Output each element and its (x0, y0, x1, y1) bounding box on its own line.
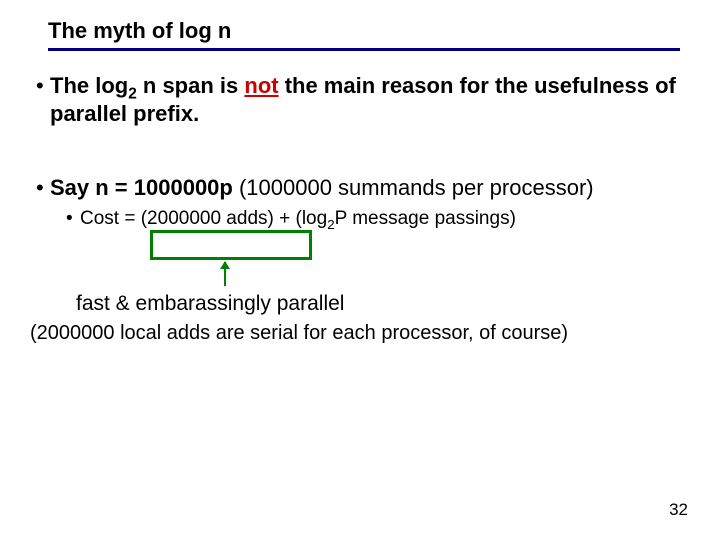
sb-mid: + (log (274, 208, 327, 229)
sb-boxed: (2000000 adds) (141, 208, 274, 229)
bullet-dot-icon: • (36, 174, 50, 202)
content-area: • The log2 n span is not the main reason… (36, 72, 692, 232)
bullet-dot-icon: • (66, 206, 80, 232)
b1-not: not (244, 73, 278, 98)
highlight-box (150, 230, 312, 260)
bullet-1-text: The log2 n span is not the main reason f… (50, 72, 692, 128)
bullet-1: • The log2 n span is not the main reason… (36, 72, 692, 128)
bullet-2-text: Say n = 1000000p (1000000 summands per p… (50, 174, 594, 202)
b1-pre: The log (50, 73, 128, 98)
b1-sub: 2 (128, 85, 137, 102)
slide: The myth of log n • The log2 n span is n… (0, 0, 720, 540)
b1-mid: n span is (137, 73, 245, 98)
slide-title: The myth of log n (48, 18, 680, 51)
sb-post: P message passings) (335, 208, 516, 229)
sb-pre: Cost = (80, 208, 141, 229)
page-number: 32 (669, 500, 688, 520)
sub-bullet-text: Cost = (2000000 adds) + (log2P message p… (80, 206, 516, 232)
sub-bullet: • Cost = (2000000 adds) + (log2P message… (66, 206, 692, 232)
bullet-2: • Say n = 1000000p (1000000 summands per… (36, 174, 692, 202)
b2-pre: Say n = 1000000p (50, 175, 239, 200)
sb-sub: 2 (327, 217, 334, 232)
title-wrap: The myth of log n (48, 18, 680, 51)
arrow-icon (224, 262, 226, 286)
annotation-text: fast & embarassingly parallel (76, 292, 344, 316)
note-text: (2000000 local adds are serial for each … (30, 322, 568, 345)
bullet-dot-icon: • (36, 72, 50, 100)
b2-paren: (1000000 summands per processor) (239, 175, 594, 200)
